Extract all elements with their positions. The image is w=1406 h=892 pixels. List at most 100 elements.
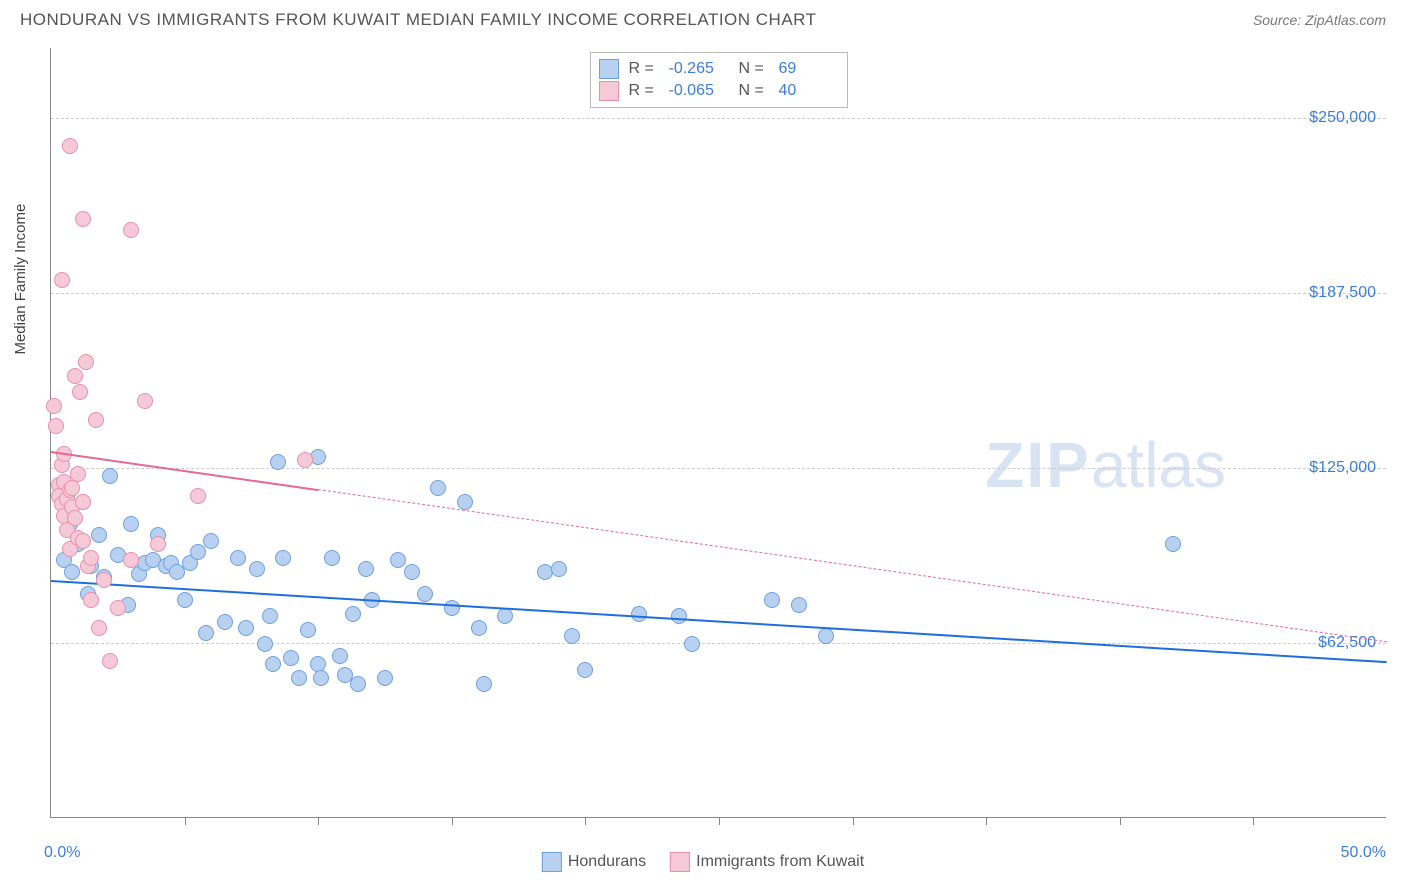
data-point — [275, 550, 291, 566]
data-point — [1165, 536, 1181, 552]
data-point — [190, 488, 206, 504]
legend-row: R =-0.065N =40 — [599, 81, 839, 101]
header-bar: HONDURAN VS IMMIGRANTS FROM KUWAIT MEDIA… — [0, 0, 1406, 36]
x-tick — [719, 817, 720, 825]
data-point — [457, 494, 473, 510]
data-point — [818, 628, 834, 644]
data-point — [83, 550, 99, 566]
legend-swatch — [599, 59, 619, 79]
data-point — [72, 384, 88, 400]
data-point — [238, 620, 254, 636]
data-point — [390, 552, 406, 568]
data-point — [217, 614, 233, 630]
data-point — [48, 418, 64, 434]
gridline — [51, 643, 1386, 644]
n-label: N = — [739, 60, 769, 78]
scatter-chart: ZIPatlas R =-0.265N =69R =-0.065N =40 $6… — [50, 48, 1386, 818]
source-attribution: Source: ZipAtlas.com — [1253, 12, 1386, 28]
data-point — [91, 620, 107, 636]
correlation-legend: R = -0.265 N = 69R = -0.065 N = 40 — [590, 52, 848, 108]
x-tick — [452, 817, 453, 825]
data-point — [764, 592, 780, 608]
series-legend: Hondurans Immigrants from Kuwait — [542, 852, 864, 872]
data-point — [262, 608, 278, 624]
data-point — [476, 676, 492, 692]
data-point — [291, 670, 307, 686]
data-point — [417, 586, 433, 602]
n-label: N = — [739, 82, 769, 100]
data-point — [230, 550, 246, 566]
data-point — [150, 536, 166, 552]
data-point — [54, 272, 70, 288]
data-point — [91, 527, 107, 543]
x-tick — [585, 817, 586, 825]
r-value: -0.065 — [669, 82, 729, 100]
r-label: R = — [629, 60, 659, 78]
data-point — [350, 676, 366, 692]
data-point — [404, 564, 420, 580]
x-tick — [318, 817, 319, 825]
data-point — [70, 466, 86, 482]
data-point — [345, 606, 361, 622]
data-point — [177, 592, 193, 608]
data-point — [137, 393, 153, 409]
data-point — [332, 648, 348, 664]
data-point — [249, 561, 265, 577]
data-point — [83, 592, 99, 608]
data-point — [75, 533, 91, 549]
data-point — [75, 211, 91, 227]
chart-title: HONDURAN VS IMMIGRANTS FROM KUWAIT MEDIA… — [20, 10, 817, 30]
data-point — [324, 550, 340, 566]
x-tick — [986, 817, 987, 825]
data-point — [78, 354, 94, 370]
data-point — [64, 564, 80, 580]
data-point — [297, 452, 313, 468]
data-point — [791, 597, 807, 613]
data-point — [671, 608, 687, 624]
r-value: -0.265 — [669, 60, 729, 78]
watermark: ZIPatlas — [985, 428, 1226, 502]
data-point — [88, 412, 104, 428]
data-point — [684, 636, 700, 652]
data-point — [64, 480, 80, 496]
data-point — [444, 600, 460, 616]
x-tick — [853, 817, 854, 825]
gridline — [51, 293, 1386, 294]
x-tick — [185, 817, 186, 825]
gridline — [51, 118, 1386, 119]
gridline — [51, 468, 1386, 469]
x-axis-max: 50.0% — [1341, 844, 1386, 862]
legend-row: R = -0.265 N = 69 — [599, 59, 839, 79]
series-legend-item: Immigrants from Kuwait — [670, 852, 864, 872]
data-point — [270, 454, 286, 470]
data-point — [46, 398, 62, 414]
legend-swatch — [599, 81, 619, 101]
n-value: 40 — [779, 82, 839, 100]
series-name: Hondurans — [568, 853, 646, 871]
series-name: Immigrants from Kuwait — [696, 853, 864, 871]
data-point — [190, 544, 206, 560]
data-point — [75, 494, 91, 510]
y-tick-label: $250,000 — [1309, 109, 1376, 127]
data-point — [96, 572, 112, 588]
data-point — [564, 628, 580, 644]
x-axis-min: 0.0% — [44, 844, 80, 862]
data-point — [471, 620, 487, 636]
data-point — [497, 608, 513, 624]
data-point — [67, 368, 83, 384]
data-point — [203, 533, 219, 549]
data-point — [123, 552, 139, 568]
data-point — [102, 653, 118, 669]
n-value: 69 — [779, 60, 839, 78]
data-point — [123, 222, 139, 238]
legend-swatch — [542, 852, 562, 872]
data-point — [631, 606, 647, 622]
data-point — [110, 600, 126, 616]
data-point — [62, 138, 78, 154]
data-point — [313, 670, 329, 686]
data-point — [283, 650, 299, 666]
y-tick-label: $125,000 — [1309, 459, 1376, 477]
series-legend-item: Hondurans — [542, 852, 646, 872]
data-point — [102, 468, 118, 484]
data-point — [577, 662, 593, 678]
